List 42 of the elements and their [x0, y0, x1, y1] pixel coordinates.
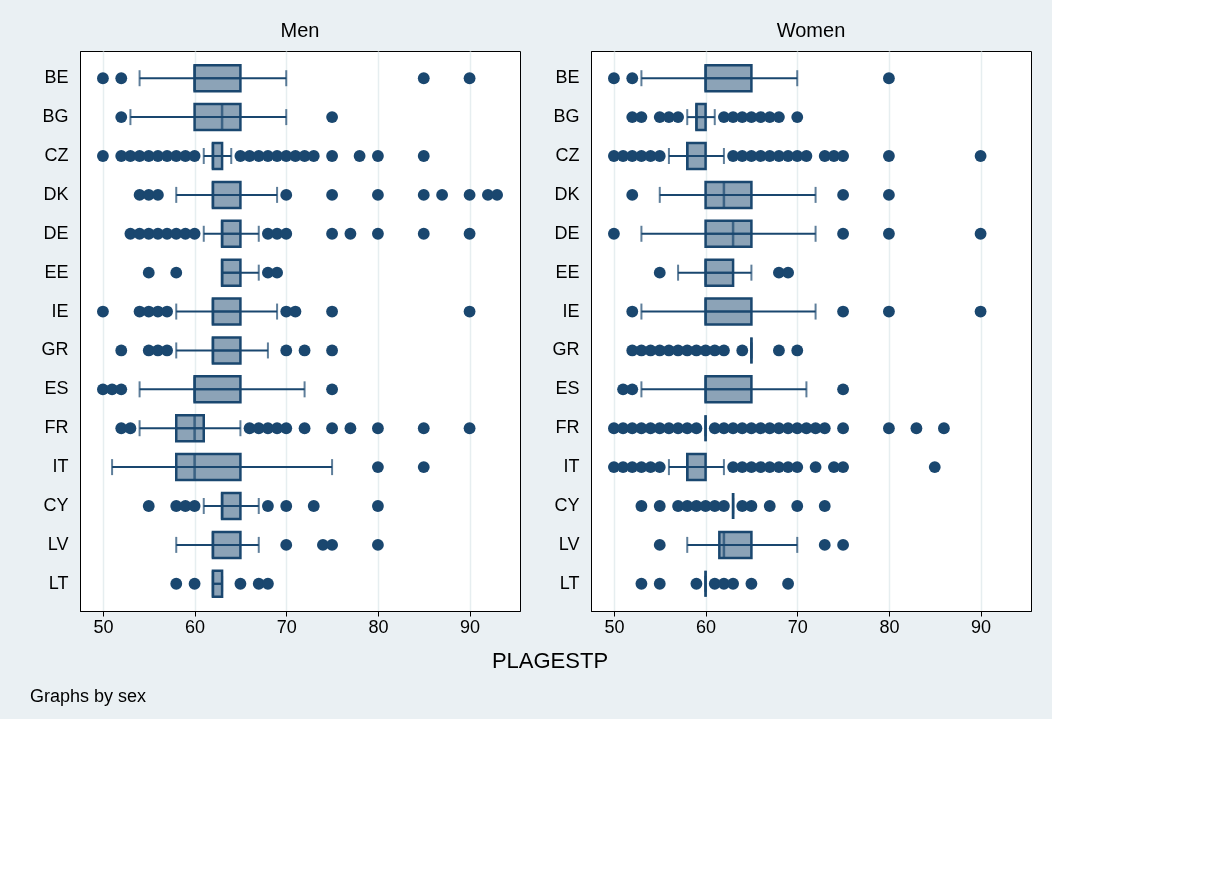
- y-tick-label: LT: [559, 572, 580, 593]
- x-tick-label: 80: [368, 616, 389, 637]
- x-tick-label: 70: [787, 616, 808, 637]
- x-tick-label: 80: [879, 616, 900, 637]
- x-tick-label: 60: [185, 616, 206, 637]
- y-tick-label: EE: [555, 261, 580, 282]
- y-tick-label: IT: [52, 456, 69, 477]
- y-tick-label: DK: [43, 183, 69, 204]
- y-tick-label: ES: [555, 378, 580, 399]
- x-axis-title: PLAGESTP: [491, 648, 609, 673]
- y-tick-label: BE: [44, 67, 69, 88]
- chart-title: Women: [776, 19, 846, 41]
- y-tick-label: ES: [44, 378, 69, 399]
- y-tick-label: DK: [554, 183, 580, 204]
- y-tick-label: GR: [41, 339, 69, 360]
- text: Graphs by sex: [30, 686, 147, 706]
- y-tick-label: BG: [42, 106, 69, 127]
- y-tick-label: FR: [44, 417, 69, 438]
- y-tick-label: CZ: [44, 145, 69, 165]
- y-tick-label: DE: [43, 222, 69, 243]
- x-tick-label: 60: [696, 616, 717, 637]
- y-tick-label: BG: [553, 106, 580, 127]
- x-tick-label: 90: [971, 616, 992, 637]
- y-tick-label: IE: [562, 300, 580, 321]
- y-tick-label: EE: [44, 261, 69, 282]
- y-tick-label: LV: [47, 533, 69, 554]
- y-tick-label: IT: [563, 456, 580, 477]
- y-tick-label: GR: [552, 339, 580, 360]
- y-tick-label: LV: [558, 533, 580, 554]
- x-tick-label: 50: [93, 616, 114, 637]
- y-tick-label: CZ: [555, 145, 580, 165]
- x-tick-label: 70: [276, 616, 297, 637]
- y-tick-label: CY: [554, 495, 580, 515]
- y-tick-label: LT: [48, 572, 69, 593]
- x-tick-label: 50: [604, 616, 625, 637]
- y-tick-label: CY: [43, 495, 69, 515]
- chart-title: Men: [280, 19, 320, 41]
- y-tick-label: DE: [554, 222, 580, 243]
- y-tick-label: BE: [555, 67, 580, 88]
- y-tick-label: IE: [51, 300, 69, 321]
- x-tick-label: 90: [460, 616, 481, 637]
- y-tick-label: FR: [555, 417, 580, 438]
